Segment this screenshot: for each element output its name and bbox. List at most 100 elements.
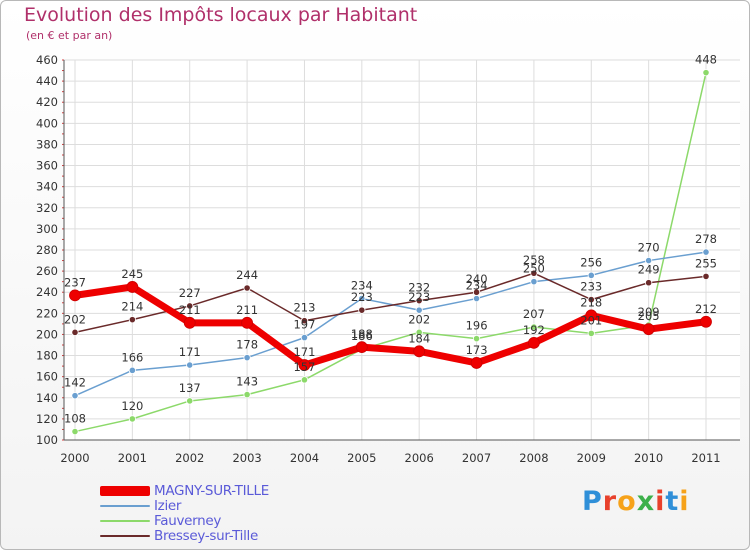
data-point-1 bbox=[415, 306, 423, 314]
data-label-2: 209 bbox=[638, 305, 660, 319]
data-label-1: 256 bbox=[580, 255, 602, 269]
y-tick-label: 240 bbox=[36, 285, 58, 299]
data-point-1 bbox=[472, 294, 481, 303]
y-tick-label: 160 bbox=[36, 370, 58, 384]
data-point-0 bbox=[585, 309, 598, 322]
series-line-0 bbox=[71, 283, 710, 369]
data-point-2 bbox=[186, 397, 194, 405]
data-label-0: 245 bbox=[121, 267, 143, 281]
brand-letter: x bbox=[636, 486, 656, 517]
x-tick-label: 2004 bbox=[290, 451, 319, 465]
y-tick-label: 420 bbox=[36, 95, 58, 109]
y-tick-label: 380 bbox=[36, 137, 58, 151]
data-point-3 bbox=[472, 288, 481, 296]
data-point-3 bbox=[186, 302, 194, 310]
data-label-1: 270 bbox=[638, 241, 660, 255]
data-point-3 bbox=[358, 306, 366, 314]
y-tick-label: 140 bbox=[36, 391, 58, 405]
x-tick-label: 2003 bbox=[232, 451, 261, 465]
data-label-1: 278 bbox=[695, 232, 717, 246]
data-label-3: 227 bbox=[179, 286, 201, 300]
data-point-0 bbox=[528, 336, 540, 349]
data-point-2 bbox=[702, 69, 710, 77]
data-label-2: 202 bbox=[408, 312, 430, 326]
x-tick-label: 2007 bbox=[462, 451, 491, 465]
data-label-2: 186 bbox=[351, 329, 373, 343]
data-label-1: 171 bbox=[179, 345, 201, 359]
data-point-2 bbox=[530, 323, 538, 331]
y-tick-label: 320 bbox=[36, 201, 58, 215]
data-point-0 bbox=[642, 323, 655, 336]
data-point-3 bbox=[530, 269, 538, 277]
data-point-2 bbox=[243, 391, 251, 399]
y-tick-label: 400 bbox=[36, 116, 58, 130]
data-point-2 bbox=[472, 335, 481, 343]
y-tick-label: 300 bbox=[36, 222, 58, 236]
data-point-3 bbox=[702, 272, 710, 280]
data-label-3: 244 bbox=[236, 268, 258, 282]
data-label-2: 108 bbox=[64, 412, 86, 426]
data-point-1 bbox=[702, 248, 710, 256]
chart-subtitle: (en € et par an) bbox=[26, 29, 113, 42]
data-label-0: 192 bbox=[523, 323, 545, 337]
legend-swatch-magny bbox=[100, 486, 150, 496]
y-tick-label: 460 bbox=[36, 53, 58, 67]
legend-swatch-izier bbox=[100, 505, 150, 507]
data-point-1 bbox=[645, 256, 653, 265]
series-line-3 bbox=[74, 272, 707, 334]
y-tick-label: 120 bbox=[36, 412, 58, 426]
data-label-3: 249 bbox=[638, 263, 660, 277]
data-label-0: 218 bbox=[580, 295, 602, 309]
data-point-0 bbox=[183, 316, 196, 329]
x-tick-label: 2005 bbox=[347, 451, 376, 465]
brand-letter: t bbox=[665, 486, 680, 517]
x-tick-label: 2000 bbox=[60, 451, 89, 465]
data-point-0 bbox=[413, 345, 426, 358]
data-label-3: 240 bbox=[466, 272, 488, 286]
data-label-1: 142 bbox=[64, 376, 86, 390]
series-line-2 bbox=[74, 71, 707, 433]
brand-letter: i bbox=[655, 486, 666, 517]
y-tick-label: 200 bbox=[36, 327, 58, 341]
data-point-3 bbox=[300, 317, 309, 325]
y-tick-label: 360 bbox=[36, 159, 58, 173]
data-point-2 bbox=[415, 328, 423, 336]
data-label-2: 448 bbox=[695, 53, 717, 67]
brand-letter: P bbox=[582, 486, 603, 517]
data-point-3 bbox=[71, 328, 79, 336]
data-point-3 bbox=[415, 297, 423, 305]
data-label-3: 214 bbox=[121, 300, 143, 314]
data-label-3: 255 bbox=[695, 256, 717, 270]
y-tick-label: 180 bbox=[36, 349, 58, 363]
data-label-3: 258 bbox=[523, 253, 545, 267]
y-tick-label: 440 bbox=[36, 74, 58, 88]
chart-title: Evolution des Impôts locaux par Habitant bbox=[24, 4, 418, 26]
data-label-2: 120 bbox=[121, 399, 143, 413]
data-point-0 bbox=[126, 281, 139, 293]
data-point-3 bbox=[243, 284, 251, 292]
x-tick-label: 2006 bbox=[405, 451, 434, 465]
data-label-0: 212 bbox=[695, 302, 717, 316]
x-tick-label: 2010 bbox=[634, 451, 663, 465]
data-point-2 bbox=[300, 376, 309, 384]
data-label-0: 211 bbox=[179, 303, 201, 317]
data-label-0: 188 bbox=[351, 327, 373, 341]
data-label-2: 196 bbox=[466, 319, 488, 333]
y-tick-label: 100 bbox=[36, 433, 58, 447]
data-label-3: 202 bbox=[64, 312, 86, 326]
data-point-3 bbox=[645, 279, 653, 287]
x-tick-label: 2011 bbox=[691, 451, 720, 465]
series-line-1 bbox=[74, 251, 707, 397]
data-point-3 bbox=[128, 316, 136, 324]
data-label-3: 232 bbox=[408, 281, 430, 295]
data-label-2: 207 bbox=[523, 307, 545, 321]
brand-letter: r bbox=[602, 486, 618, 517]
data-point-1 bbox=[186, 361, 194, 369]
data-point-0 bbox=[298, 359, 311, 371]
x-tick-label: 2001 bbox=[118, 451, 147, 465]
legend-swatch-fauverney bbox=[100, 520, 150, 522]
data-label-3: 223 bbox=[351, 290, 373, 304]
data-label-2: 143 bbox=[236, 375, 258, 389]
data-point-1 bbox=[587, 271, 595, 279]
